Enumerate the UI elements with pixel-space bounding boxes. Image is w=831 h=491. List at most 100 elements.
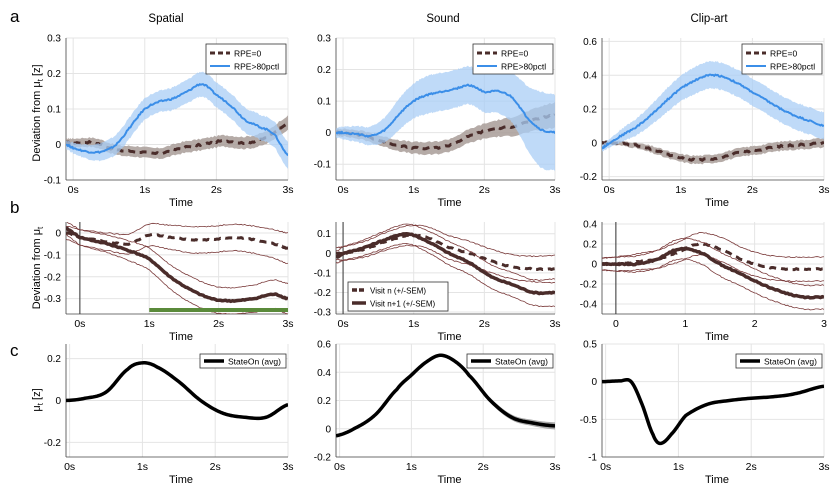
sem-upper-line	[66, 222, 288, 289]
legend: StateOn (avg)	[466, 353, 554, 369]
x-axis-label: Time	[437, 331, 461, 343]
legend-label: Visit n (+/-SEM)	[370, 287, 426, 296]
series-line-solid	[66, 361, 288, 421]
legend-label: RPE>80pctl	[234, 62, 279, 72]
legend-label: RPE>80pctl	[501, 62, 546, 72]
legend-label: Visit n+1 (+/-SEM)	[370, 300, 436, 309]
x-tick-label: 1s	[675, 184, 686, 196]
series-line-dashed	[602, 242, 824, 272]
y-tick-label: -0.2	[44, 438, 62, 449]
legend: RPE=0 RPE>80pctl	[741, 43, 823, 75]
y-tick-label: -0.1	[44, 176, 62, 187]
y-tick-label: -0.2	[314, 453, 332, 464]
y-tick-label: 0.3	[47, 34, 61, 45]
x-tick-label: 0s	[600, 461, 611, 473]
x-tick-label: 3s	[282, 318, 293, 330]
y-tick-label: 0	[325, 128, 331, 139]
y-tick-label: -0.1	[314, 268, 332, 279]
legend-label: StateOn (avg)	[228, 357, 281, 367]
x-axis-label: Time	[169, 474, 193, 486]
legend: StateOn (avg)	[735, 353, 823, 369]
sem-lower-line	[602, 258, 824, 311]
x-tick-label: 3s	[549, 461, 560, 473]
chart-panels: -0.1 0 0.1 0.2 0.3 0s 1s 2s 3s Time RPE=0 RPE>80pct…	[44, 34, 830, 487]
y-tick-label: 0.2	[583, 240, 597, 251]
plot-area	[66, 222, 288, 314]
x-tick-label: 1s	[144, 318, 155, 330]
x-tick-label: 2s	[479, 318, 490, 330]
chart-b3: 0.4 0.2 0 -0.2 -0.4 0 1 2 3 Time	[580, 220, 827, 344]
x-tick-label: 3s	[282, 184, 293, 196]
legend-box	[347, 281, 449, 312]
x-axis-label: Time	[437, 197, 461, 209]
series-line-solid	[602, 246, 824, 300]
y-tick-label: 0	[55, 228, 61, 239]
panel-label-c: c	[10, 341, 19, 360]
y-axis-label-row-a: Deviation from μt [z]	[31, 64, 45, 161]
sem-lower-line	[336, 244, 555, 284]
legend-label: RPE=0	[501, 49, 528, 59]
sem-lower-line	[66, 238, 288, 264]
series-line-solid	[336, 83, 555, 138]
x-tick-label: 2s	[213, 318, 224, 330]
legend-label: StateOn (avg)	[764, 357, 817, 367]
plot-area	[336, 65, 555, 172]
sem-upper-line	[66, 222, 288, 236]
legend: StateOn (avg)	[199, 353, 287, 369]
plot-area	[602, 232, 824, 311]
y-tick-label: -0.3	[44, 294, 62, 305]
y-tick-label: 0.1	[317, 97, 331, 108]
x-tick-label: 2s	[210, 461, 221, 473]
series-line-solid	[602, 73, 824, 150]
y-tick-label: -0.2	[44, 272, 62, 283]
sem-upper-line	[602, 237, 824, 287]
y-tick-label: -0.4	[580, 300, 598, 311]
x-tick-label: 3s	[818, 461, 829, 473]
series-line-solid	[336, 232, 555, 296]
y-tick-label: -1	[588, 453, 597, 464]
legend-label: StateOn (avg)	[495, 357, 548, 367]
y-tick-label: 0.6	[583, 37, 597, 48]
x-tick-label: 2s	[479, 184, 490, 196]
legend-box	[735, 353, 823, 369]
x-tick-label: 2s	[746, 461, 757, 473]
x-tick-label: 3	[821, 318, 827, 330]
legend-box	[466, 353, 554, 369]
plot-area	[66, 361, 288, 421]
x-axis-label: Time	[705, 331, 729, 343]
series-line-solid	[602, 377, 824, 446]
plot-area	[602, 61, 824, 165]
y-axis-label-row-b: Deviation from μt	[31, 226, 45, 309]
chart-a1: -0.1 0 0.1 0.2 0.3 0s 1s 2s 3s Time RPE=0 RPE>80pct…	[44, 34, 294, 210]
x-tick-label: 1s	[406, 461, 417, 473]
grid	[602, 343, 825, 458]
y-tick-label: 0.4	[583, 71, 597, 82]
x-tick-label: 0s	[68, 184, 79, 196]
y-axis-label-row-c: μt [z]	[31, 388, 45, 411]
sem-upper-line	[336, 223, 555, 282]
sem-band	[602, 137, 824, 165]
y-tick-label: 0.2	[47, 69, 61, 80]
y-tick-label: -0.2	[580, 280, 598, 291]
x-tick-label: 0s	[338, 184, 349, 196]
x-axis-label: Time	[705, 474, 729, 486]
y-tick-label: 0.4	[317, 368, 331, 379]
sem-band	[66, 361, 288, 421]
y-tick-label: 0	[591, 260, 597, 271]
sem-upper-line	[336, 224, 555, 258]
chart-c1: 0.2 0 -0.2 0s 1s 2s 3s Time StateOn (avg)	[44, 344, 294, 486]
y-tick-label: 0	[55, 396, 61, 407]
y-tick-label: -0.2	[580, 172, 598, 183]
series-line-solid	[66, 226, 288, 304]
legend: RPE=0 RPE>80pctl	[472, 43, 554, 75]
y-tick-label: 0	[325, 249, 331, 260]
x-tick-label: 3s	[549, 184, 560, 196]
x-tick-label: 2s	[747, 184, 758, 196]
column-title-spatial: Spatial	[148, 13, 183, 25]
y-tick-label: -0.2	[314, 288, 332, 299]
x-axis-label: Time	[169, 331, 193, 343]
y-tick-label: -0.1	[44, 250, 62, 261]
y-tick-label: 0.2	[47, 354, 61, 365]
x-tick-label: 0s	[64, 461, 75, 473]
